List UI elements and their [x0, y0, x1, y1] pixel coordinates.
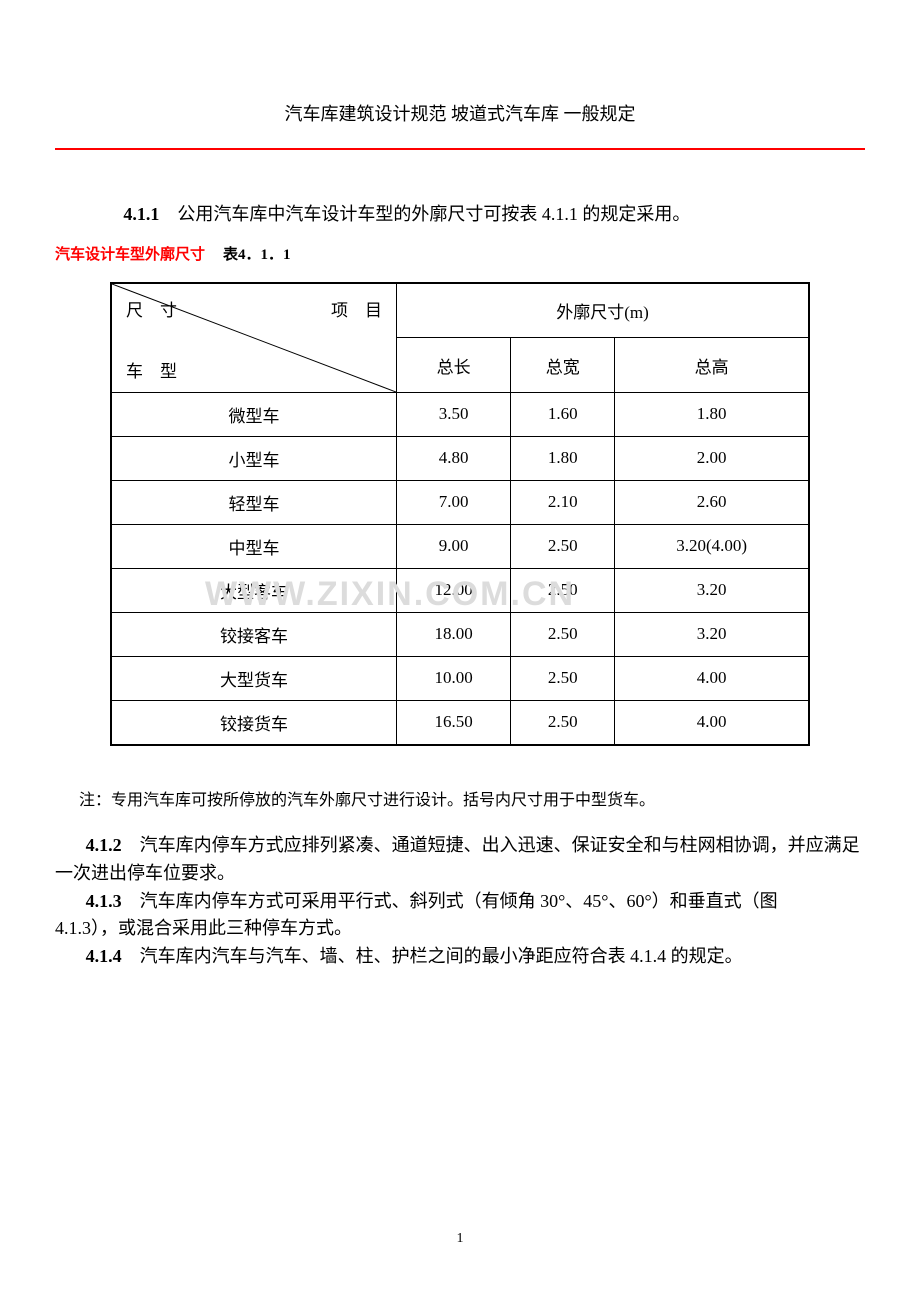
cell: 3.20(4.00) [615, 524, 809, 568]
row-label: 铰接客车 [111, 612, 397, 656]
clause-text: 汽车库内停车方式可采用平行式、斜列式（有倾角 30°、45°、60°）和垂直式（… [140, 891, 778, 911]
cell: 3.50 [397, 392, 511, 436]
cell: 4.80 [397, 436, 511, 480]
clause-num: 4.1.4 [86, 946, 122, 966]
table-header-row-1: 尺 寸 项 目 车 型 外廓尺寸(m) [111, 283, 809, 338]
row-label: 中型车 [111, 524, 397, 568]
sub-header-hgt: 总高 [615, 338, 809, 392]
diag-bottom: 车 型 [126, 357, 177, 382]
table-wrap: 尺 寸 项 目 车 型 外廓尺寸(m) 总长 总宽 总高 微型车 3.50 1.… [55, 282, 865, 746]
cell: 1.60 [511, 392, 615, 436]
sub-header-wid: 总宽 [511, 338, 615, 392]
row-label: 小型车 [111, 436, 397, 480]
clause-4-1-3-b: 4.1.3），或混合采用此三种停车方式。 [55, 915, 865, 943]
table-row: 轻型车 7.00 2.10 2.60 [111, 480, 809, 524]
cell: 18.00 [397, 612, 511, 656]
clause-num: 4.1.3 [86, 891, 122, 911]
cell: 12.00 [397, 568, 511, 612]
cell: 1.80 [615, 392, 809, 436]
doc-title: 汽车库建筑设计规范 坡道式汽车库 一般规定 [55, 100, 865, 126]
table-caption: 汽车设计车型外廓尺寸 表4．1．1 [55, 243, 865, 264]
cell: 2.60 [615, 480, 809, 524]
diag-top-right: 项 目 [331, 296, 382, 321]
table-row: 铰接货车 16.50 2.50 4.00 [111, 700, 809, 745]
cell: 9.00 [397, 524, 511, 568]
table-row: 微型车 3.50 1.60 1.80 [111, 392, 809, 436]
row-label: 大型货车 [111, 656, 397, 700]
clause-num: 4.1.2 [86, 835, 122, 855]
row-label: 铰接货车 [111, 700, 397, 745]
table-row: 中型车 9.00 2.50 3.20(4.00) [111, 524, 809, 568]
page-number: 1 [55, 1231, 865, 1247]
cell: 2.50 [511, 700, 615, 745]
cell: 2.00 [615, 436, 809, 480]
cell: 2.50 [511, 524, 615, 568]
cell: 4.00 [615, 656, 809, 700]
table-row: 小型车 4.80 1.80 2.00 [111, 436, 809, 480]
cell: 2.50 [511, 568, 615, 612]
table-row: 铰接客车 18.00 2.50 3.20 [111, 612, 809, 656]
clause-text: 汽车库内汽车与汽车、墙、柱、护栏之间的最小净距应符合表 4.1.4 的规定。 [140, 946, 743, 966]
cell: 10.00 [397, 656, 511, 700]
cell: 3.20 [615, 612, 809, 656]
cell: 2.50 [511, 656, 615, 700]
cell: 2.50 [511, 612, 615, 656]
cell: 4.00 [615, 700, 809, 745]
table-note: 注：专用汽车库可按所停放的汽车外廓尺寸进行设计。括号内尺寸用于中型货车。 [55, 786, 865, 810]
clause-text: 汽车库内停车方式应排列紧凑、通道短捷、出入迅速、保证安全和与柱网相协调，并应满足 [140, 835, 860, 855]
clause-4-1-4: 4.1.4 汽车库内汽车与汽车、墙、柱、护栏之间的最小净距应符合表 4.1.4 … [55, 943, 865, 971]
cell: 7.00 [397, 480, 511, 524]
sub-header-len: 总长 [397, 338, 511, 392]
clause-4-1-2-b: 一次进出停车位要求。 [55, 860, 865, 888]
clause-num: 4.1.1 [123, 204, 159, 224]
header-group: 外廓尺寸(m) [397, 283, 810, 338]
row-label: 微型车 [111, 392, 397, 436]
dimension-table: 尺 寸 项 目 车 型 外廓尺寸(m) 总长 总宽 总高 微型车 3.50 1.… [110, 282, 810, 746]
row-label: 轻型车 [111, 480, 397, 524]
cell: 3.20 [615, 568, 809, 612]
clauses-block: 4.1.2 汽车库内停车方式应排列紧凑、通道短捷、出入迅速、保证安全和与柱网相协… [55, 832, 865, 971]
clause-text: 公用汽车库中汽车设计车型的外廓尺寸可按表 4.1.1 的规定采用。 [177, 204, 690, 224]
diag-top-left: 尺 寸 [126, 296, 177, 321]
table-caption-num: 表4．1．1 [223, 247, 291, 263]
cell: 1.80 [511, 436, 615, 480]
table-row: 大型货车 10.00 2.50 4.00 [111, 656, 809, 700]
clause-4-1-1: 4.1.1 公用汽车库中汽车设计车型的外廓尺寸可按表 4.1.1 的规定采用。 [55, 200, 865, 229]
diag-header-cell: 尺 寸 项 目 车 型 [111, 283, 397, 393]
table-caption-red: 汽车设计车型外廓尺寸 [55, 247, 205, 263]
row-label: 大型客车 [111, 568, 397, 612]
table-row: 大型客车 12.00 2.50 3.20 [111, 568, 809, 612]
clause-4-1-2-a: 4.1.2 汽车库内停车方式应排列紧凑、通道短捷、出入迅速、保证安全和与柱网相协… [55, 832, 865, 860]
cell: 16.50 [397, 700, 511, 745]
cell: 2.10 [511, 480, 615, 524]
title-underline [55, 148, 865, 150]
clause-4-1-3-a: 4.1.3 汽车库内停车方式可采用平行式、斜列式（有倾角 30°、45°、60°… [55, 888, 865, 916]
